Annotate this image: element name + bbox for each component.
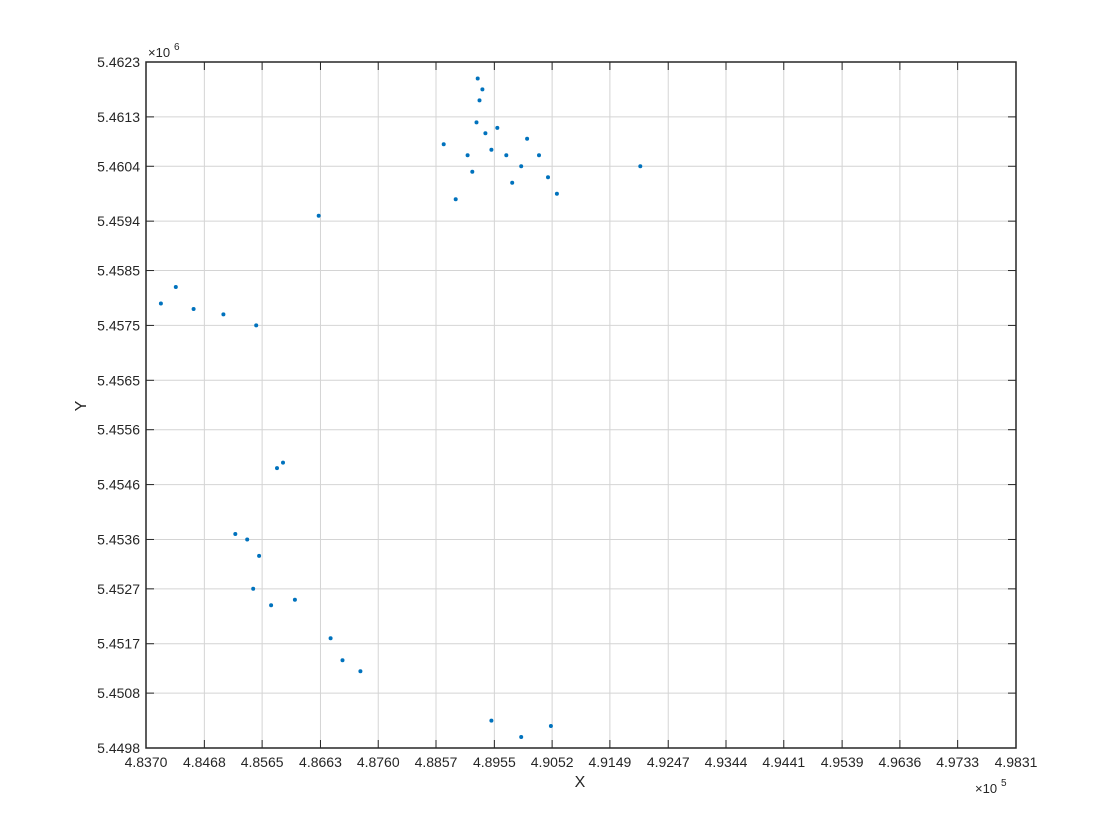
data-point xyxy=(275,466,279,471)
x-tick-label: 4.8760 xyxy=(357,754,400,770)
data-point xyxy=(638,164,643,169)
x-tick-label: 4.8370 xyxy=(125,754,168,770)
x-exponent-label: ×10 5 xyxy=(975,778,1007,796)
data-point xyxy=(475,76,480,81)
y-tick-label: 5.4565 xyxy=(97,372,140,388)
data-point xyxy=(191,307,196,311)
y-tick-label: 5.4575 xyxy=(97,317,140,333)
x-tick-label: 4.8468 xyxy=(183,754,226,770)
x-axis-label: X xyxy=(575,774,586,791)
x-tick-label: 4.9247 xyxy=(647,754,690,770)
y-tick-label: 5.4536 xyxy=(97,531,140,547)
x-tick-label: 4.9831 xyxy=(995,754,1038,770)
x-tick-label: 4.9052 xyxy=(531,754,574,770)
data-point xyxy=(525,136,530,141)
data-point xyxy=(158,301,163,306)
x-exponent-power: 5 xyxy=(1001,778,1007,789)
y-exponent-base: ×10 xyxy=(148,45,170,60)
y-tick-label: 5.4498 xyxy=(97,740,140,756)
data-point xyxy=(519,164,524,169)
y-tick-label: 5.4623 xyxy=(97,54,140,70)
data-point xyxy=(480,87,485,92)
data-point xyxy=(269,603,274,608)
data-point xyxy=(483,131,488,136)
y-tick-label: 5.4508 xyxy=(97,685,140,701)
y-tick-label: 5.4585 xyxy=(97,263,140,279)
data-point xyxy=(316,213,321,218)
y-tick-labels: 5.4498 5.4508 5.4517 5.4527 5.4536 5.4546 5.45… xyxy=(97,54,140,756)
grid-lines xyxy=(145,61,1017,749)
x-tick-label: 4.8955 xyxy=(473,754,516,770)
y-exponent-power: 6 xyxy=(174,42,180,53)
x-tick-label: 4.8857 xyxy=(415,754,458,770)
data-point xyxy=(292,597,297,602)
x-tick-label: 4.9733 xyxy=(936,754,979,770)
x-tick-label: 4.8663 xyxy=(299,754,342,770)
data-point xyxy=(495,125,500,130)
data-point xyxy=(510,180,515,185)
x-tick-label: 4.9441 xyxy=(762,754,805,770)
y-axis-label: Y xyxy=(73,400,90,411)
data-point xyxy=(441,142,446,147)
y-tick-label: 5.4604 xyxy=(97,158,140,174)
data-point xyxy=(257,553,262,558)
y-tick-label: 5.4527 xyxy=(97,581,140,597)
data-point xyxy=(504,153,509,158)
data-point xyxy=(519,735,524,739)
y-tick-label: 5.4594 xyxy=(97,213,140,229)
y-tick-label: 5.4613 xyxy=(97,109,140,125)
data-point xyxy=(245,537,250,542)
all-points-series xyxy=(158,76,643,739)
data-point xyxy=(537,153,541,158)
y-exponent-label: ×10 6 xyxy=(148,42,180,60)
data-point xyxy=(474,120,479,125)
x-tick-label: 4.8565 xyxy=(241,754,284,770)
data-point xyxy=(233,532,238,536)
data-point xyxy=(251,586,256,591)
data-point xyxy=(477,98,482,103)
data-point xyxy=(281,460,285,465)
x-exponent-base: ×10 xyxy=(975,781,997,796)
y-tick-label: 5.4517 xyxy=(97,636,140,652)
data-point xyxy=(489,718,494,723)
data-point xyxy=(340,658,345,663)
x-tick-label: 4.9344 xyxy=(705,754,748,770)
tick-marks xyxy=(145,61,1017,749)
y-tick-label: 5.4546 xyxy=(97,477,140,493)
x-tick-label: 4.9539 xyxy=(821,754,864,770)
data-point xyxy=(470,169,475,174)
data-point xyxy=(546,175,550,180)
x-tick-label: 4.9636 xyxy=(878,754,921,770)
data-point xyxy=(358,669,363,674)
data-point xyxy=(221,312,226,317)
x-tick-label: 4.9149 xyxy=(588,754,631,770)
y-tick-label: 5.4556 xyxy=(97,422,140,438)
data-point xyxy=(489,147,494,152)
data-point xyxy=(328,636,333,641)
axes-box xyxy=(145,61,1017,749)
x-tick-labels: 4.8370 4.8468 4.8565 4.8663 4.8760 4.8857 4.89… xyxy=(125,754,1038,770)
data-point xyxy=(254,323,259,328)
data-point xyxy=(173,285,178,289)
data-point xyxy=(554,191,559,196)
data-point xyxy=(453,197,458,202)
data-point xyxy=(548,724,553,728)
data-point xyxy=(465,153,470,158)
